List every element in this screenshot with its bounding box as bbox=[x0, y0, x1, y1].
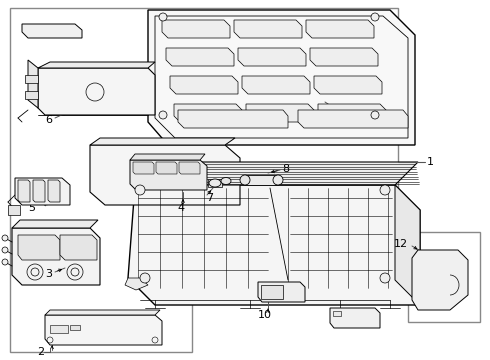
Polygon shape bbox=[28, 60, 38, 108]
Polygon shape bbox=[174, 104, 242, 122]
Polygon shape bbox=[330, 308, 380, 328]
Bar bbox=[70, 325, 80, 330]
Circle shape bbox=[380, 185, 390, 195]
Text: 10: 10 bbox=[258, 310, 272, 320]
Text: 7: 7 bbox=[206, 193, 214, 203]
Circle shape bbox=[371, 111, 379, 119]
Polygon shape bbox=[45, 315, 162, 345]
Polygon shape bbox=[238, 48, 306, 66]
Text: 6: 6 bbox=[45, 115, 52, 125]
Circle shape bbox=[371, 13, 379, 21]
Text: 9: 9 bbox=[342, 108, 349, 118]
Polygon shape bbox=[18, 235, 60, 260]
Polygon shape bbox=[8, 205, 20, 215]
Polygon shape bbox=[242, 76, 310, 94]
Circle shape bbox=[2, 235, 8, 241]
Polygon shape bbox=[90, 145, 240, 205]
Circle shape bbox=[159, 111, 167, 119]
Circle shape bbox=[2, 259, 8, 265]
Bar bbox=[50, 325, 68, 333]
Polygon shape bbox=[306, 20, 374, 38]
Polygon shape bbox=[12, 228, 100, 285]
Polygon shape bbox=[314, 76, 382, 94]
Text: 1: 1 bbox=[427, 157, 434, 167]
Circle shape bbox=[159, 13, 167, 21]
Polygon shape bbox=[38, 68, 155, 115]
Polygon shape bbox=[179, 162, 200, 174]
Bar bbox=[408, 232, 480, 322]
Text: 4: 4 bbox=[177, 203, 185, 213]
Circle shape bbox=[140, 273, 150, 283]
Polygon shape bbox=[395, 185, 420, 305]
Polygon shape bbox=[148, 10, 415, 145]
Text: 2: 2 bbox=[37, 347, 44, 357]
Polygon shape bbox=[130, 154, 205, 160]
Polygon shape bbox=[12, 220, 98, 228]
Polygon shape bbox=[162, 20, 230, 38]
Bar bbox=[261, 285, 283, 299]
Polygon shape bbox=[90, 138, 235, 145]
Polygon shape bbox=[298, 110, 408, 128]
Polygon shape bbox=[38, 62, 155, 68]
Polygon shape bbox=[33, 180, 45, 202]
Polygon shape bbox=[318, 104, 386, 122]
Polygon shape bbox=[60, 235, 97, 260]
Polygon shape bbox=[234, 20, 302, 38]
Polygon shape bbox=[48, 180, 60, 202]
Polygon shape bbox=[170, 76, 238, 94]
Polygon shape bbox=[125, 278, 148, 290]
Ellipse shape bbox=[273, 175, 283, 185]
Polygon shape bbox=[245, 175, 278, 185]
Polygon shape bbox=[25, 91, 38, 99]
Polygon shape bbox=[22, 24, 82, 38]
Ellipse shape bbox=[209, 179, 221, 187]
Polygon shape bbox=[166, 48, 234, 66]
Polygon shape bbox=[128, 185, 420, 305]
Polygon shape bbox=[246, 104, 314, 122]
Polygon shape bbox=[258, 282, 305, 302]
Text: 11: 11 bbox=[357, 313, 371, 323]
Polygon shape bbox=[412, 250, 468, 310]
Ellipse shape bbox=[240, 175, 250, 185]
Polygon shape bbox=[15, 178, 70, 205]
Polygon shape bbox=[45, 310, 160, 315]
Text: 5: 5 bbox=[28, 203, 35, 213]
Text: 3: 3 bbox=[45, 269, 52, 279]
Text: 8: 8 bbox=[282, 164, 289, 174]
Polygon shape bbox=[130, 160, 207, 190]
Ellipse shape bbox=[221, 177, 231, 185]
Bar bbox=[208, 179, 222, 187]
Circle shape bbox=[380, 273, 390, 283]
Polygon shape bbox=[178, 110, 288, 128]
Polygon shape bbox=[135, 162, 418, 185]
Circle shape bbox=[2, 247, 8, 253]
Circle shape bbox=[135, 185, 145, 195]
Bar bbox=[333, 311, 341, 316]
Polygon shape bbox=[310, 48, 378, 66]
Polygon shape bbox=[25, 75, 38, 83]
Text: 12: 12 bbox=[394, 239, 408, 249]
Polygon shape bbox=[133, 162, 154, 174]
Polygon shape bbox=[156, 162, 177, 174]
Polygon shape bbox=[18, 180, 30, 202]
